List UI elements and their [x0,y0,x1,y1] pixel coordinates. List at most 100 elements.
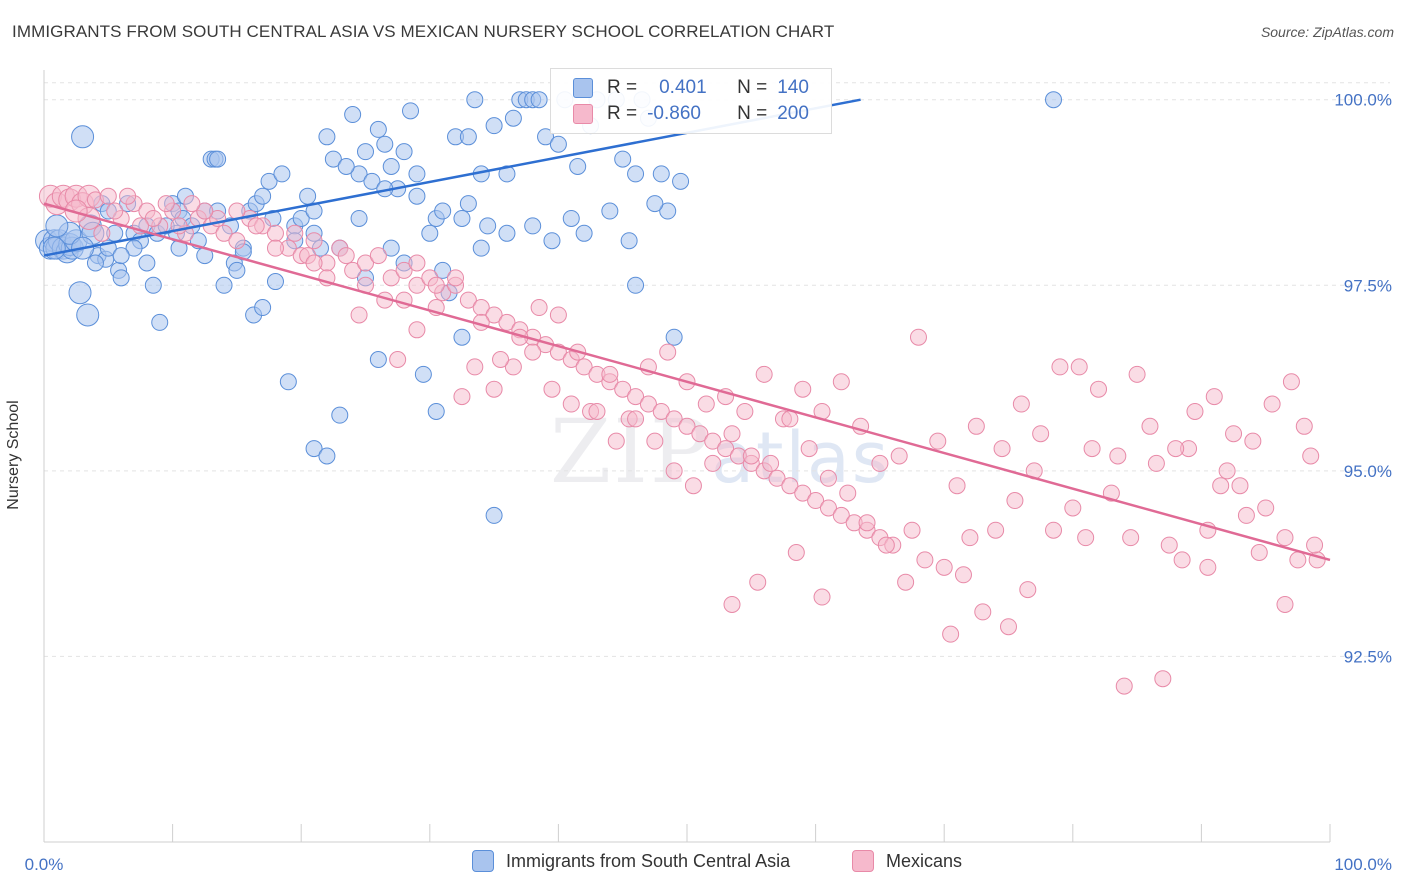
point-mexicans [575,358,593,376]
point-mexicans [1282,373,1300,391]
point-south-central-asia [459,128,477,146]
point-mexicans [987,521,1005,539]
point-south-central-asia [86,254,104,272]
point-south-central-asia [414,365,432,383]
x-tick-label: 0.0% [25,855,64,874]
point-south-central-asia [434,261,452,279]
point-south-central-asia [273,165,291,183]
point-south-central-asia [331,406,349,424]
point-south-central-asia [601,202,619,220]
point-mexicans [1160,536,1178,554]
point-mexicans [1083,440,1101,458]
point-mexicans [99,187,117,205]
point-mexicans [543,380,561,398]
legend-swatch-blue [573,78,593,98]
point-mexicans [909,328,927,346]
point-mexicans [967,417,985,435]
point-mexicans [935,558,953,576]
point-mexicans [819,469,837,487]
legend-r-label: R = [607,77,638,98]
point-south-central-asia [76,303,100,327]
point-mexicans [1064,499,1082,517]
point-mexicans [800,440,818,458]
point-mexicans [813,588,831,606]
point-mexicans [562,395,580,413]
point-mexicans [504,358,522,376]
point-mexicans [1186,402,1204,420]
point-mexicans [427,276,445,294]
point-south-central-asia [646,195,664,213]
point-south-central-asia [382,158,400,175]
point-south-central-asia [138,254,156,272]
point-mexicans [350,306,368,324]
bottom-legend: Immigrants from South Central Asia Mexic… [0,850,1406,878]
point-mexicans [1070,358,1088,376]
legend-n-label: N = [737,77,768,98]
point-mexicans [652,402,670,420]
point-mexicans [408,321,426,339]
point-mexicans [659,343,677,361]
bottom-legend-item-series1[interactable]: Immigrants from South Central Asia [472,850,790,872]
point-mexicans [1231,477,1249,495]
point-mexicans [723,595,741,613]
point-mexicans [459,291,477,309]
point-mexicans [1276,595,1294,613]
point-south-central-asia [472,239,490,257]
point-mexicans [530,299,548,317]
point-mexicans [1289,551,1307,569]
point-south-central-asia [543,232,561,250]
point-mexicans [1167,440,1185,458]
point-mexicans [614,380,632,398]
point-mexicans [1128,365,1146,383]
point-south-central-asia [466,91,484,109]
point-south-central-asia [453,209,471,227]
point-mexicans [781,410,799,428]
bottom-legend-item-series2[interactable]: Mexicans [852,850,962,872]
point-mexicans [903,521,921,539]
point-mexicans [228,232,246,250]
point-mexicans [807,492,825,510]
chart-title: IMMIGRANTS FROM SOUTH CENTRAL ASIA VS ME… [12,22,835,41]
point-south-central-asia [524,217,542,235]
point-mexicans [1199,558,1217,576]
point-mexicans [742,447,760,465]
point-south-central-asia [112,247,130,265]
point-mexicans [768,469,786,487]
point-south-central-asia [254,187,272,205]
trend-line-mexicans [43,202,1331,562]
point-south-central-asia [485,506,503,524]
point-south-central-asia [408,187,426,205]
point-south-central-asia [408,165,426,183]
point-mexicans [64,199,88,223]
point-mexicans [948,477,966,495]
point-south-central-asia [318,447,336,465]
point-mexicans [588,402,606,420]
point-mexicans [549,306,567,324]
point-mexicans [1212,477,1230,495]
point-south-central-asia [279,373,297,391]
point-mexicans [408,276,426,294]
point-mexicans [266,224,284,242]
point-mexicans [337,247,355,265]
legend-row-series1: R = 0.401 N = 140 [573,76,809,100]
point-mexicans [498,313,516,331]
point-mexicans [357,254,374,272]
point-mexicans [1276,529,1294,547]
point-south-central-asia [45,214,69,238]
point-mexicans [1237,506,1255,524]
point-south-central-asia [453,328,471,346]
point-mexicans [408,254,426,272]
point-mexicans [305,232,323,250]
point-mexicans [678,417,696,435]
point-mexicans [1090,380,1108,398]
point-mexicans [1012,395,1030,413]
point-south-central-asia [318,128,336,146]
point-mexicans [961,529,979,547]
point-mexicans [395,261,413,279]
point-south-central-asia [562,209,580,227]
point-mexicans [897,573,915,591]
point-mexicans [492,351,510,368]
bottom-legend-swatch-blue [472,850,494,872]
point-south-central-asia [427,402,445,420]
